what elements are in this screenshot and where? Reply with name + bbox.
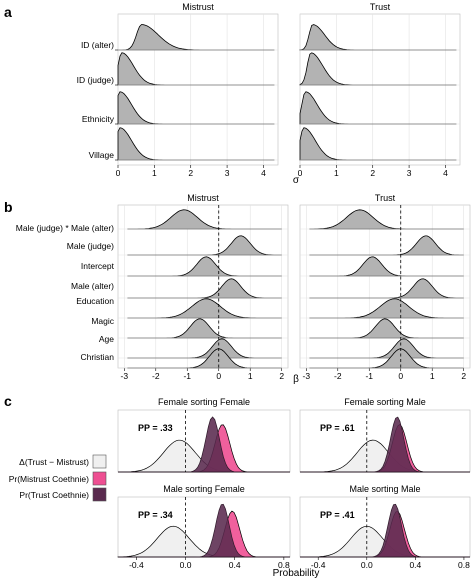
x-tick-label: 0.0 xyxy=(180,560,192,570)
x-tick-label: 1 xyxy=(248,371,253,381)
x-tick-label: 0.4 xyxy=(409,560,421,570)
panel-c-facet-2: Female sorting Male PP = .61 xyxy=(299,397,471,473)
x-tick-label: 2 xyxy=(279,371,284,381)
x-tick-label: -1 xyxy=(365,371,373,381)
row-label: Age xyxy=(99,334,114,344)
facet-frame xyxy=(299,204,471,369)
row-label: Village xyxy=(89,150,115,160)
pp-label: PP = .34 xyxy=(138,510,173,520)
density-trust xyxy=(118,503,290,558)
x-tick-label: 1 xyxy=(430,371,435,381)
facet-title: Trust xyxy=(375,193,396,203)
x-tick-label: 0.0 xyxy=(361,560,373,570)
density-trust xyxy=(300,503,470,558)
legend-label: Pr(Trust Coethnie) xyxy=(19,490,89,500)
facet-title: Trust xyxy=(370,2,391,12)
legend-swatch xyxy=(92,454,107,469)
panel-b-facet-trust: Trust -3 -2 -1 0 1 2 xyxy=(299,193,471,381)
panel-letter-a: a xyxy=(4,4,12,20)
x-tick-label: -2 xyxy=(334,371,342,381)
legend-label: Pr(Mistrust Coethnie) xyxy=(9,474,89,484)
row-label: Male (judge) xyxy=(67,241,114,251)
legend-swatch xyxy=(92,471,107,486)
facet-title: Male sorting Female xyxy=(163,484,245,494)
legend-swatch xyxy=(92,487,107,502)
panel-letter-c: c xyxy=(4,393,12,409)
density-trust xyxy=(118,416,290,473)
facet-frame xyxy=(117,204,289,369)
legend: Δ(Trust − Mistrust) Pr(Mistrust Coethnie)… xyxy=(9,454,107,502)
panel-c-facet-1: Female sorting Female PP = .33 xyxy=(117,397,291,473)
row-label: Male (judge) * Male (alter) xyxy=(16,223,114,233)
facet-title: Male sorting Male xyxy=(349,484,420,494)
x-axis-title: Probability xyxy=(273,568,320,579)
panel-b-facet-mistrust: Mistrust -3 -2 -1 0 1 2 xyxy=(117,193,289,381)
x-tick-label: 0.8 xyxy=(458,560,470,570)
x-tick-label: 0 xyxy=(116,168,121,178)
x-tick-label: 3 xyxy=(407,168,412,178)
x-tick-label: 0 xyxy=(298,168,303,178)
x-tick-label: -2 xyxy=(152,371,160,381)
panel-a-facet-mistrust: Mistrust 0 1 2 3 4 xyxy=(116,2,279,178)
x-tick-label: -0.4 xyxy=(311,560,326,570)
density-trust xyxy=(300,416,470,473)
legend-label: Δ(Trust − Mistrust) xyxy=(19,457,89,467)
x-tick-label: 1 xyxy=(152,168,157,178)
pp-label: PP = .61 xyxy=(320,423,355,433)
x-tick-label: 4 xyxy=(443,168,448,178)
row-label: Christian xyxy=(80,352,114,362)
row-label: Ethnicity xyxy=(82,114,115,124)
x-tick-label: -3 xyxy=(121,371,129,381)
x-tick-label: 1 xyxy=(334,168,339,178)
x-tick-label: 0 xyxy=(398,371,403,381)
x-tick-label: 4 xyxy=(261,168,266,178)
row-label: ID (alter) xyxy=(81,40,114,50)
panel-b: Mistrust -3 -2 -1 0 1 2 Male (judge) * Male (al… xyxy=(16,193,471,385)
panel-letter-b: b xyxy=(4,199,13,215)
x-axis-title: β xyxy=(293,374,299,385)
row-label: Education xyxy=(76,296,114,306)
x-tick-label: -3 xyxy=(303,371,311,381)
panel-c-facet-3: Male sorting Female PP = .34 -0.4 0.0 0.4 0.8 xyxy=(117,484,291,570)
pp-label: PP = .41 xyxy=(320,510,355,520)
facet-title: Mistrust xyxy=(182,2,214,12)
panel-c-facet-4: Male sorting Male PP = .41 -0.4 0.0 0.4 0.8 xyxy=(299,484,471,570)
facet-title: Female sorting Male xyxy=(344,397,426,407)
facet-title: Female sorting Female xyxy=(158,397,250,407)
x-tick-label: 0 xyxy=(216,371,221,381)
x-tick-label: -1 xyxy=(183,371,191,381)
panel-a-facet-trust: Trust 0 1 2 3 4 xyxy=(298,2,461,178)
row-label: Male (alter) xyxy=(71,281,114,291)
x-tick-label: 0.8 xyxy=(278,560,290,570)
x-tick-label: 2 xyxy=(188,168,193,178)
row-label: Magic xyxy=(91,316,114,326)
pp-label: PP = .33 xyxy=(138,423,173,433)
x-tick-label: 2 xyxy=(370,168,375,178)
row-label: ID (judge) xyxy=(77,75,114,85)
x-tick-label: 2 xyxy=(461,371,466,381)
x-tick-label: 0.4 xyxy=(229,560,241,570)
row-label: Intercept xyxy=(81,261,115,271)
x-axis-title: σ xyxy=(293,175,300,186)
panel-a: Mistrust 0 1 2 3 4 ID (alter) ID (judge) Ethnici… xyxy=(77,2,461,186)
facet-title: Mistrust xyxy=(187,193,219,203)
x-tick-label: 3 xyxy=(225,168,230,178)
facet-frame xyxy=(117,496,291,558)
x-tick-label: -0.4 xyxy=(129,560,144,570)
